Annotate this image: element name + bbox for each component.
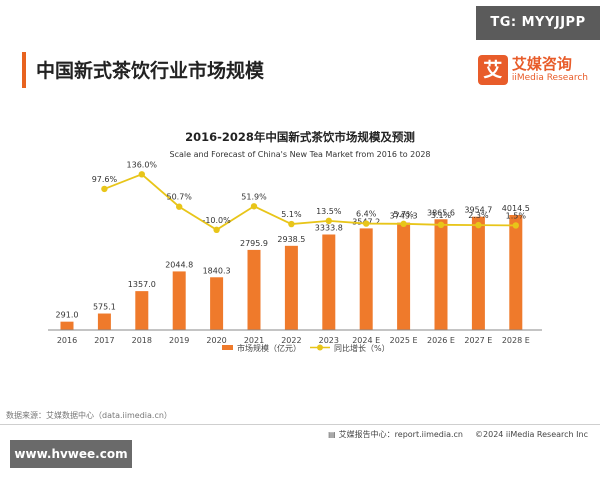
bar [172, 271, 186, 330]
x-tick-label: 2025 E [390, 336, 418, 345]
growth-value-label: 5.7% [393, 210, 414, 219]
bar [60, 321, 74, 330]
x-tick-label: 2028 E [502, 336, 530, 345]
growth-point [176, 203, 183, 210]
x-tick-label: 2017 [94, 336, 114, 345]
growth-point [437, 221, 445, 229]
page-title: 中国新式茶饮行业市场规模 [36, 60, 265, 82]
logo-subtitle: iiMedia Research [511, 73, 588, 83]
logo-mark-icon: 艾 [477, 55, 508, 85]
x-axis-labels: 2016 2017 2018 2019 2020 2021 2022 2023 2024 E 20… [57, 336, 530, 345]
growth-value-label: 2.3% [468, 211, 489, 220]
growth-value-label: 6.4% [356, 210, 377, 219]
bars-layer: 291.0 575.1 1357.0 2044.8 1840.3 2795.9 2938.5… [56, 204, 530, 330]
bar-value-label: 291.0 [56, 311, 79, 320]
bar-value-label: 4014.5 [502, 204, 530, 213]
bar [247, 249, 261, 330]
bar-value-label: 3954.7 [464, 206, 492, 215]
growth-point [250, 203, 258, 210]
growth-value-label: 51.9% [241, 192, 267, 201]
bar [397, 222, 411, 330]
growth-point [138, 171, 145, 178]
footer-copyright: ©2024 iiMedia Research Inc [475, 430, 588, 439]
bar-value-label: 3865.6 [427, 208, 455, 217]
bar-value-label: 1840.3 [203, 266, 231, 275]
legend-line-label: 同比增长（%） [334, 343, 390, 353]
growth-point [363, 220, 370, 227]
footer-divider [0, 424, 600, 425]
x-tick-label: 2023 [319, 336, 339, 345]
growth-value-label: 13.5% [316, 207, 342, 216]
x-tick-label: 2022 [281, 336, 301, 345]
x-tick-label: 2020 [206, 336, 226, 345]
x-tick-label: 2021 [244, 336, 264, 345]
growth-point [101, 185, 108, 193]
growth-value-label: 136.0% [127, 160, 158, 169]
logo-text: 艾媒咨询 iiMedia Research [512, 56, 588, 84]
bar [210, 277, 224, 330]
iimedia-logo: 艾 艾媒咨询 iiMedia Research [477, 55, 588, 85]
bar-value-label: 3333.8 [315, 223, 343, 232]
bar [509, 215, 523, 330]
footer: ▤ 艾媒报告中心：report.iimedia.cn ©2024 iiMedia R… [328, 429, 588, 440]
growth-value-label: 1.5% [506, 211, 527, 220]
bar [135, 291, 149, 330]
logo-name: 艾媒咨询 [511, 55, 572, 73]
growth-value-label: 97.6% [92, 175, 118, 184]
chart-subtitle: Scale and Forecast of China's New Tea Ma… [170, 150, 431, 159]
x-tick-label: 2026 E [427, 336, 455, 345]
bar [284, 245, 298, 330]
growth-point [475, 221, 482, 229]
watermark-tag: TG: MYYJJPP [476, 6, 600, 40]
bar [97, 313, 111, 330]
growth-point [325, 217, 332, 225]
growth-point [400, 220, 407, 228]
x-tick-label: 2024 E [352, 336, 380, 345]
bar [434, 219, 448, 330]
growth-value-label: 5.1% [281, 210, 302, 219]
bar [471, 216, 485, 330]
x-tick-label: 2019 [169, 336, 189, 345]
bar-value-label: 575.1 [93, 303, 116, 312]
growth-line-layer: 97.6% 136.0% 50.7% -10.0% 51.9% 5.1% 13.5% 6.4%… [92, 160, 527, 233]
x-tick-label: 2016 [57, 336, 77, 345]
growth-point [288, 220, 295, 228]
chart-legend: 市场规模（亿元） 同比增长（%） [222, 343, 390, 353]
bar [322, 234, 336, 330]
legend-bar-label: 市场规模（亿元） [237, 343, 301, 353]
legend-line-marker [317, 344, 323, 351]
growth-value-label: -10.0% [202, 216, 231, 225]
bar [359, 228, 373, 330]
growth-point [213, 226, 220, 233]
market-size-chart: 2016-2028年中国新式茶饮市场规模及预测 Scale and Foreca… [48, 130, 542, 353]
growth-point [512, 222, 519, 229]
bar-value-label: 1357.0 [128, 280, 156, 289]
site-watermark-badge: www.hvwee.com [10, 440, 132, 468]
report-doc-icon: ▤ [328, 430, 336, 439]
legend-bar-swatch [222, 345, 233, 350]
chart-title: 2016-2028年中国新式茶饮市场规模及预测 [185, 130, 415, 144]
footer-report-center: 艾媒报告中心：report.iimedia.cn [338, 430, 464, 439]
bar-value-label: 2938.5 [277, 235, 305, 244]
growth-value-label: 50.7% [166, 193, 192, 202]
growth-line [104, 173, 516, 231]
x-tick-label: 2018 [132, 336, 152, 345]
data-source-note: 数据来源：艾媒数据中心（data.iimedia.cn） [6, 411, 172, 420]
title-accent-bar [22, 52, 26, 88]
bar-value-label: 3749.3 [390, 212, 418, 221]
bar-value-label: 2044.8 [165, 260, 193, 269]
growth-value-label: 3.1% [431, 211, 452, 220]
x-tick-label: 2027 E [464, 336, 492, 345]
bar-value-label: 2795.9 [240, 239, 268, 248]
